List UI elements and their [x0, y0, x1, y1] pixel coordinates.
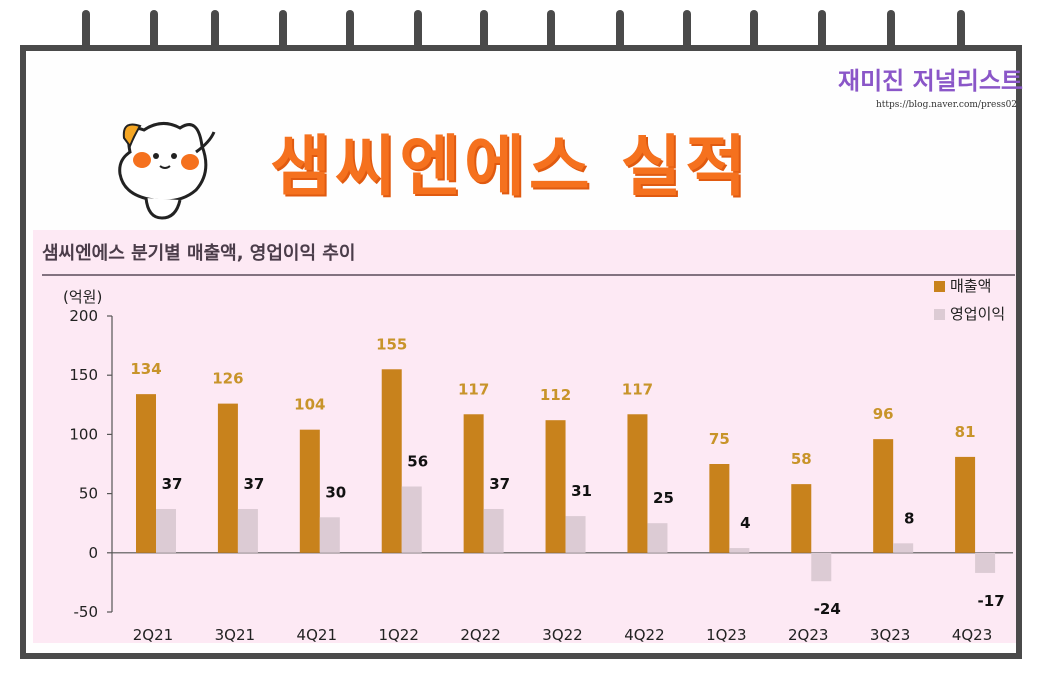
operating-profit-data-label: 8 [904, 509, 914, 527]
revenue-data-label: 104 [294, 396, 325, 414]
x-tick-label: 2Q21 [133, 626, 173, 644]
operating-profit-data-label: 31 [571, 482, 592, 500]
revenue-bar [463, 414, 484, 553]
data-labels: 134 37 126 37 104 30 155 56 117 37 112 31 117 25 75 4 58… [130, 335, 1004, 618]
revenue-data-label: 117 [458, 380, 489, 398]
operating-profit-bar [729, 548, 750, 553]
operating-profit-bar [319, 517, 340, 553]
chart-title: 샘씨엔에스 분기별 매출액, 영업이익 추이 [42, 243, 356, 264]
y-tick-label: -50 [74, 603, 99, 621]
operating-profit-bar [401, 486, 422, 553]
legend-entry: 영업이익 [950, 305, 1005, 323]
revenue-bar [299, 429, 320, 553]
operating-profit-data-label: -17 [978, 592, 1005, 610]
operating-profit-bar [565, 516, 586, 553]
x-tick-label: 4Q22 [624, 626, 664, 644]
bars [136, 369, 996, 582]
operating-profit-bar [156, 508, 176, 553]
y-tick-label: 200 [69, 307, 98, 325]
revenue-data-label: 81 [955, 423, 976, 441]
revenue-bar [873, 439, 894, 553]
x-tick-label: 1Q23 [706, 626, 746, 644]
operating-profit-bar [647, 523, 668, 553]
revenue-data-label: 96 [873, 405, 894, 423]
y-tick-label: 50 [79, 485, 98, 503]
x-tick-label: 4Q21 [297, 626, 337, 644]
operating-profit-bar [811, 552, 832, 582]
chart-panel [33, 230, 1016, 643]
revenue-data-label: 155 [376, 335, 407, 353]
axes: -50 0 50 100 150 200 2Q21 3Q21 4Q21 1Q22 2Q22 3Q22 4… [69, 307, 1013, 644]
revenue-bar [545, 420, 566, 553]
operating-profit-data-label: 4 [740, 514, 750, 532]
revenue-data-label: 112 [540, 386, 571, 404]
operating-profit-data-label: 37 [162, 475, 183, 493]
x-tick-label: 3Q22 [542, 626, 582, 644]
x-tick-label: 2Q22 [460, 626, 500, 644]
operating-profit-bar [893, 543, 914, 553]
operating-profit-data-label: -24 [814, 600, 841, 618]
revenue-bar [955, 456, 976, 553]
operating-profit-bar [975, 552, 996, 573]
y-tick-label: 150 [69, 366, 98, 384]
revenue-bar [136, 394, 156, 553]
operating-profit-bar [237, 508, 258, 553]
y-tick-label: 100 [69, 425, 98, 443]
x-tick-label: 1Q22 [378, 626, 418, 644]
legend-swatch [934, 281, 945, 292]
blog-brand-logo: 재미진 저널리스트 [838, 67, 1023, 95]
revenue-bar [627, 414, 648, 553]
revenue-bar [381, 369, 402, 553]
x-tick-label: 3Q21 [215, 626, 255, 644]
revenue-bar [791, 484, 812, 553]
revenue-bar [217, 403, 238, 553]
blog-url: https://blog.naver.com/press02 [876, 100, 1018, 110]
legend-swatch [934, 309, 945, 320]
operating-profit-data-label: 25 [653, 489, 674, 507]
x-tick-label: 2Q23 [788, 626, 828, 644]
revenue-data-label: 58 [791, 450, 812, 468]
operating-profit-bar [483, 508, 504, 553]
x-tick-label: 3Q23 [870, 626, 910, 644]
page-title: 샘씨엔에스 실적 [270, 128, 751, 205]
y-axis-label: (억원) [63, 288, 102, 306]
y-tick-label: 0 [88, 544, 98, 562]
revenue-data-label: 75 [709, 430, 730, 448]
x-tick-label: 4Q23 [952, 626, 992, 644]
operating-profit-data-label: 37 [243, 475, 264, 493]
revenue-data-label: 134 [130, 360, 161, 378]
operating-profit-data-label: 37 [489, 475, 510, 493]
legend-entry: 매출액 [950, 277, 991, 295]
revenue-data-label: 126 [212, 370, 243, 388]
operating-profit-data-label: 30 [325, 483, 346, 501]
revenue-bar [709, 464, 730, 553]
operating-profit-data-label: 56 [407, 452, 428, 470]
cat-mascot-illustration [118, 122, 216, 220]
revenue-data-label: 117 [622, 380, 653, 398]
